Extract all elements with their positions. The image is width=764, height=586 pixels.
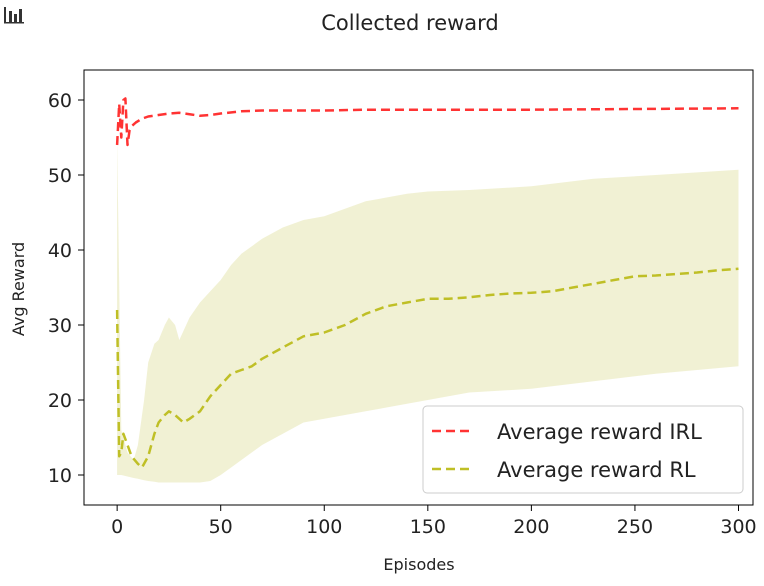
bar-chart-icon[interactable]	[3, 6, 25, 24]
x-tick-label: 250	[617, 516, 653, 538]
confidence-bands	[117, 137, 739, 483]
y-tick-label: 20	[48, 390, 72, 412]
legend-box	[422, 405, 744, 494]
x-tick-label: 100	[306, 516, 342, 538]
series-line-1	[115, 267, 739, 469]
x-tick-label: 200	[513, 516, 549, 538]
y-tick-label: 50	[48, 165, 72, 187]
chart-title: Collected reward	[321, 11, 499, 35]
legend-label-rl: Average reward RL	[497, 458, 696, 482]
band-0	[117, 137, 739, 483]
x-axis-ticks: 0 50 100 150 200 250 300	[111, 505, 757, 538]
x-axis-label: Episodes	[383, 555, 454, 574]
y-tick-label: 40	[48, 240, 72, 262]
legend-label-irl: Average reward IRL	[497, 420, 702, 444]
plot-frame	[83, 69, 754, 506]
y-axis-ticks: 10 20 30 40 50 60	[48, 90, 84, 487]
x-tick-label: 300	[720, 516, 756, 538]
legend: Average reward IRL Average reward RL	[422, 405, 744, 494]
y-axis-label: Avg Reward	[9, 242, 28, 336]
y-tick-label: 10	[48, 465, 72, 487]
x-tick-label: 50	[209, 516, 233, 538]
y-tick-label: 30	[48, 315, 72, 337]
x-tick-label: 150	[410, 516, 446, 538]
series-line-0	[115, 97, 739, 147]
y-tick-label: 60	[48, 90, 72, 112]
series-lines	[115, 97, 739, 469]
x-tick-label: 0	[111, 516, 123, 538]
